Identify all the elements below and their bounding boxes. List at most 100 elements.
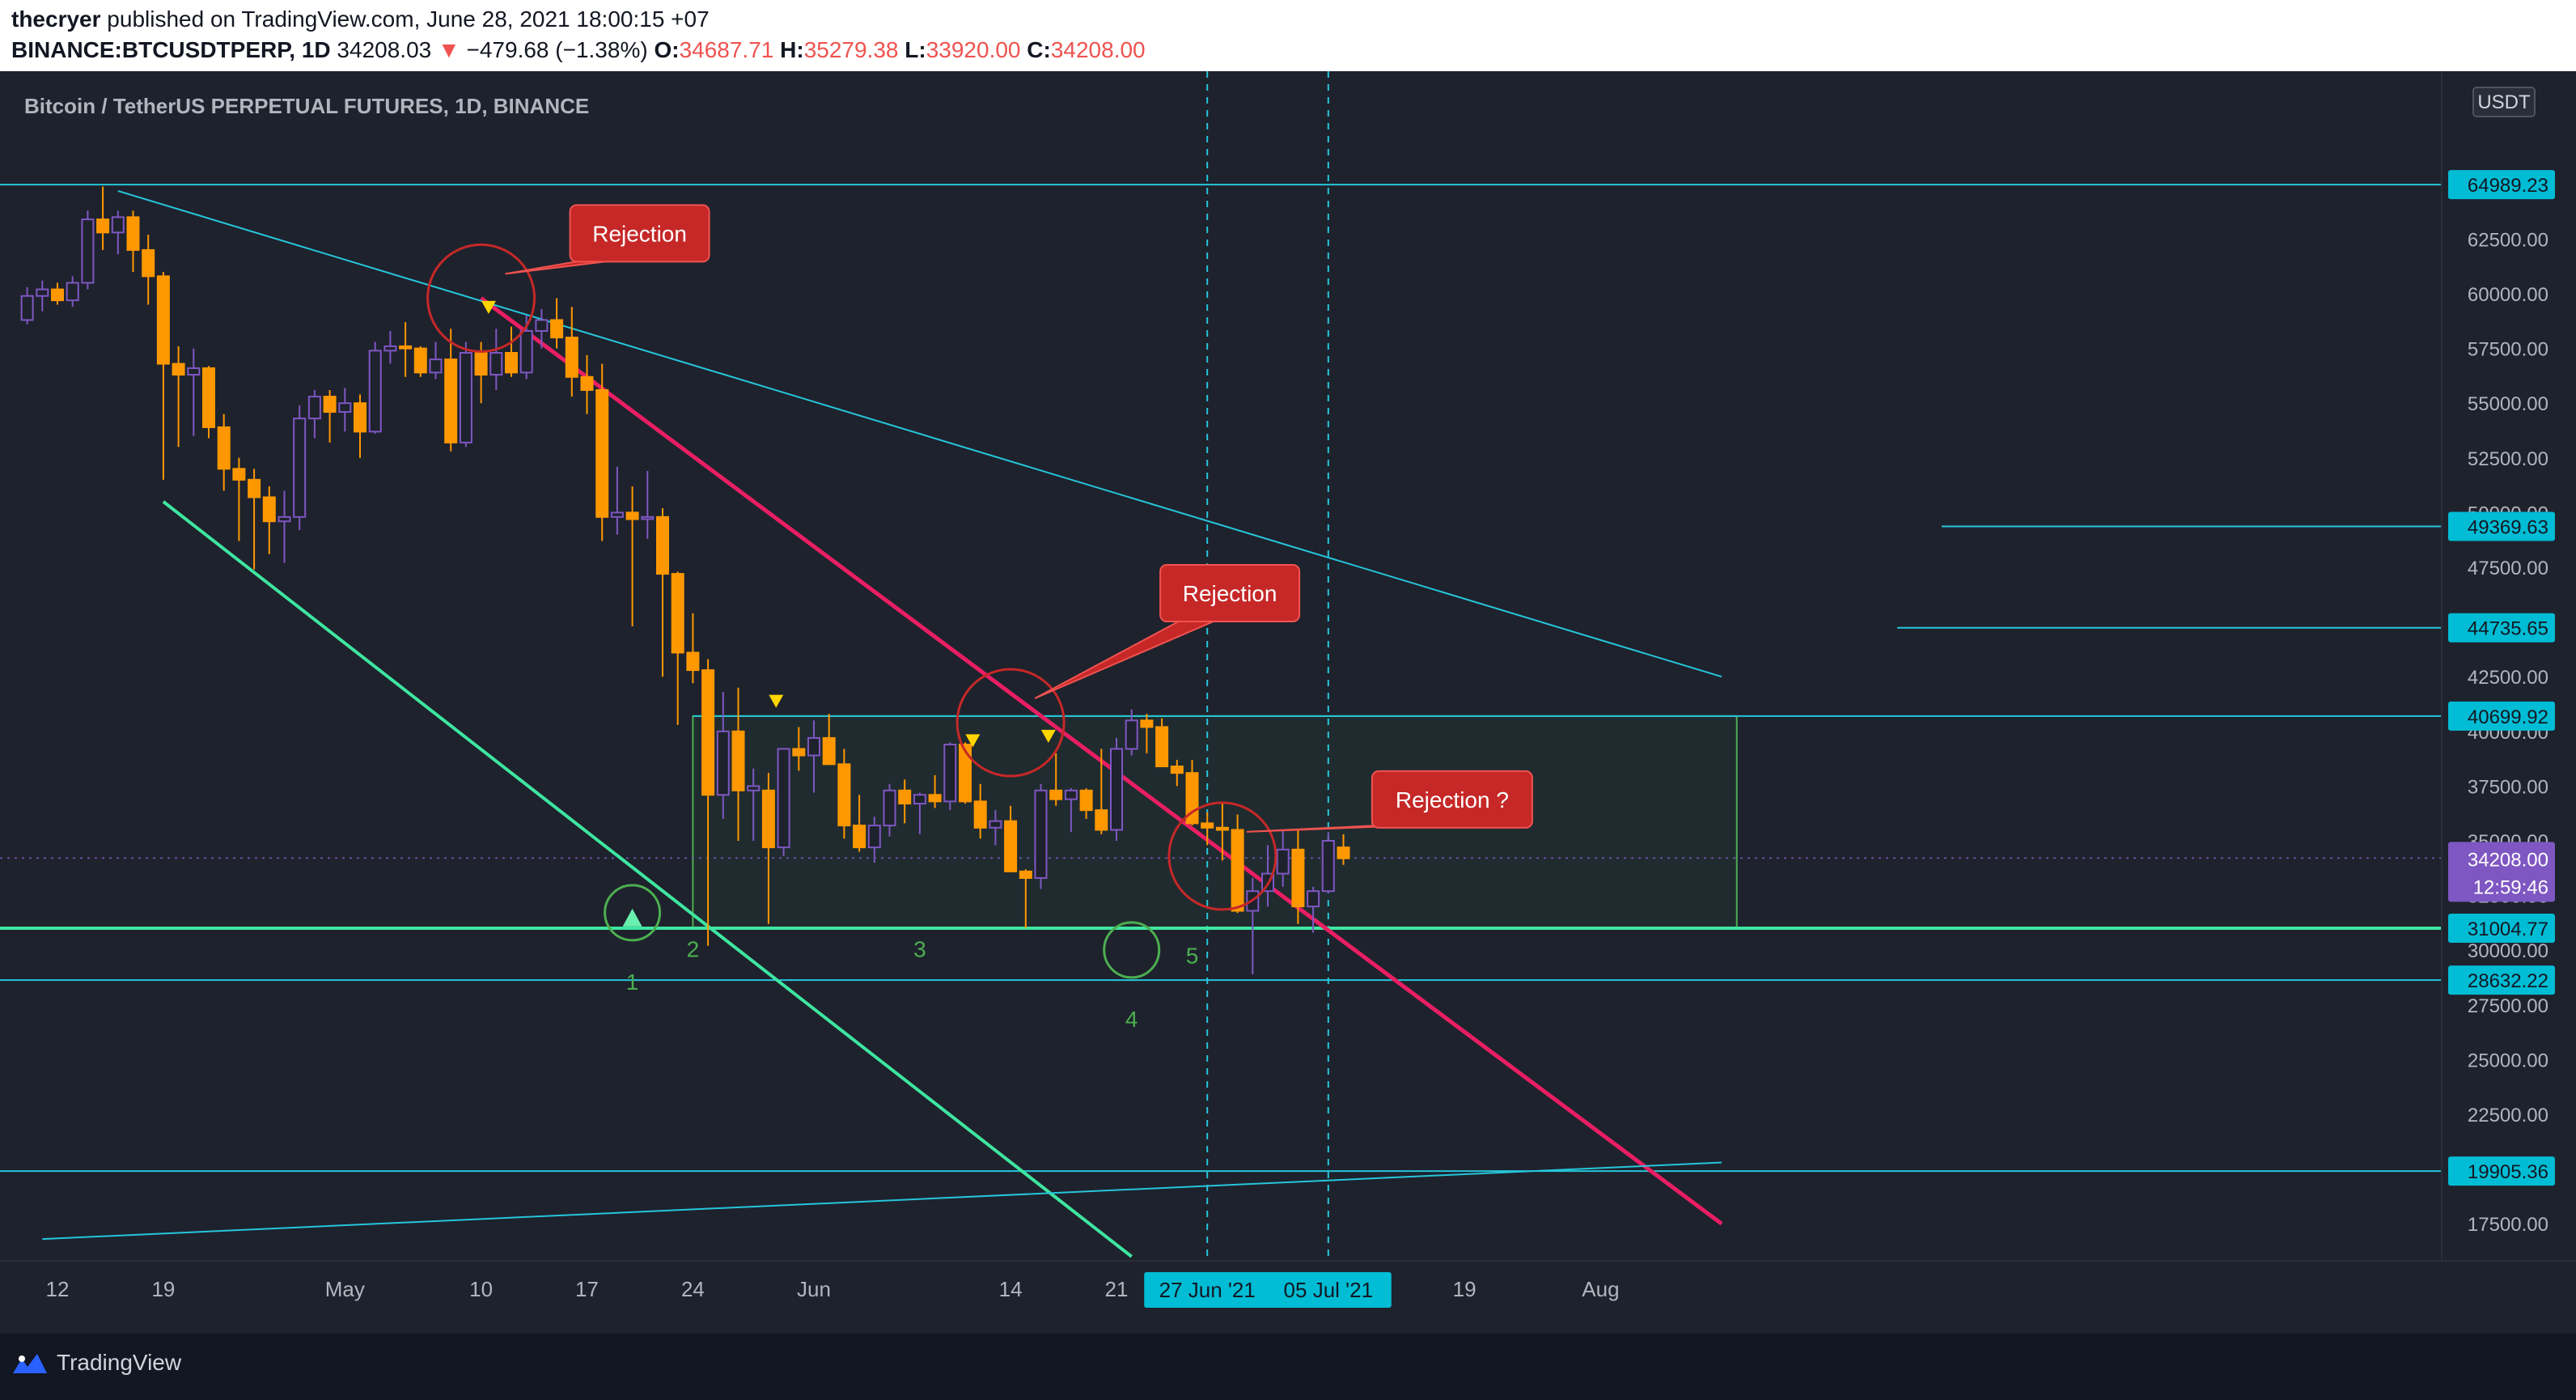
candle[interactable]	[1337, 834, 1350, 865]
candle[interactable]	[1034, 783, 1048, 889]
candle[interactable]	[1110, 737, 1123, 841]
candle[interactable]	[354, 394, 366, 458]
candle[interactable]	[1095, 749, 1108, 834]
tradingview-logo[interactable]: TradingView	[11, 1350, 181, 1376]
candle[interactable]	[459, 342, 472, 448]
candle[interactable]	[51, 282, 64, 305]
candle[interactable]	[898, 779, 912, 824]
price-label-badge[interactable]	[2448, 613, 2555, 643]
candle[interactable]	[837, 749, 851, 839]
candle[interactable]	[519, 316, 533, 380]
candle[interactable]	[1140, 714, 1154, 753]
price-label-badge[interactable]	[2448, 914, 2555, 944]
price-label-badge[interactable]	[2448, 1156, 2555, 1186]
price-axis[interactable]	[2442, 71, 2576, 1261]
candle[interactable]	[248, 469, 261, 570]
last-price-badge[interactable]	[2448, 842, 2555, 902]
candle[interactable]	[278, 490, 291, 563]
author-name[interactable]: thecryer	[11, 6, 101, 32]
candle[interactable]	[399, 322, 413, 377]
candle[interactable]	[383, 330, 397, 364]
candle[interactable]	[550, 298, 564, 349]
candle[interactable]	[1064, 788, 1078, 833]
candle[interactable]	[671, 571, 684, 725]
candle[interactable]	[81, 210, 95, 290]
candle[interactable]	[807, 720, 820, 793]
candle[interactable]	[1307, 886, 1320, 933]
rejection-circle[interactable]	[955, 668, 1066, 778]
candle[interactable]	[731, 687, 745, 841]
candle[interactable]	[293, 405, 307, 531]
range-box[interactable]	[692, 715, 1738, 930]
candle[interactable]	[883, 783, 896, 837]
candle[interactable]	[913, 792, 926, 834]
candle[interactable]	[505, 326, 518, 377]
callout-box[interactable]	[569, 204, 710, 263]
candle[interactable]	[943, 742, 957, 811]
candle[interactable]	[232, 457, 246, 541]
candle[interactable]	[747, 768, 761, 841]
candle[interactable]	[111, 210, 125, 255]
candle[interactable]	[1276, 829, 1290, 887]
candle[interactable]	[1231, 814, 1244, 914]
candle[interactable]	[1004, 805, 1018, 872]
candle[interactable]	[323, 389, 337, 443]
price-label-badge[interactable]	[2448, 170, 2555, 200]
candle[interactable]	[625, 486, 639, 627]
candle[interactable]	[989, 810, 1002, 846]
candle[interactable]	[535, 308, 549, 349]
candle[interactable]	[262, 486, 276, 554]
candle[interactable]	[1215, 804, 1229, 861]
candle[interactable]	[156, 271, 170, 480]
candle[interactable]	[429, 342, 443, 380]
callout-box[interactable]	[1159, 563, 1301, 622]
candle[interactable]	[1019, 869, 1032, 929]
candle[interactable]	[1201, 812, 1214, 846]
candle[interactable]	[777, 748, 790, 856]
candle[interactable]	[96, 186, 110, 250]
candle[interactable]	[307, 389, 321, 439]
candle[interactable]	[413, 346, 427, 377]
candle[interactable]	[489, 329, 503, 390]
candle[interactable]	[792, 727, 806, 771]
candle[interactable]	[686, 613, 700, 684]
candle[interactable]	[444, 329, 458, 452]
rejection-circle[interactable]	[1167, 801, 1277, 911]
date-highlight-badge[interactable]	[1265, 1272, 1392, 1308]
candle[interactable]	[656, 507, 669, 677]
candle[interactable]	[172, 346, 185, 448]
candle[interactable]	[565, 307, 578, 397]
currency-badge[interactable]	[2472, 87, 2536, 117]
price-label-badge[interactable]	[2448, 511, 2555, 541]
candle[interactable]	[1155, 718, 1169, 768]
candle[interactable]	[1079, 788, 1093, 819]
candle[interactable]	[20, 286, 34, 325]
candle[interactable]	[368, 342, 382, 435]
candle[interactable]	[716, 692, 730, 819]
candle[interactable]	[1321, 832, 1335, 893]
candle[interactable]	[595, 363, 609, 541]
price-label-badge[interactable]	[2448, 965, 2555, 995]
candle[interactable]	[761, 773, 775, 924]
trendline-cyan-descending[interactable]	[117, 189, 1722, 678]
candle[interactable]	[338, 388, 352, 432]
candle[interactable]	[1049, 753, 1063, 806]
candle[interactable]	[66, 276, 79, 308]
candle[interactable]	[973, 783, 987, 839]
candle[interactable]	[641, 471, 655, 539]
candle[interactable]	[853, 795, 866, 852]
candle[interactable]	[474, 342, 488, 404]
trendline-cyan-ascending[interactable]	[42, 1161, 1722, 1241]
candle[interactable]	[928, 774, 942, 808]
candle[interactable]	[202, 366, 215, 439]
callout-box[interactable]	[1371, 770, 1533, 829]
candle[interactable]	[701, 659, 715, 946]
candle[interactable]	[36, 280, 49, 312]
price-label-badge[interactable]	[2448, 701, 2555, 731]
candle[interactable]	[867, 817, 881, 863]
trendline-green-descending[interactable]	[162, 500, 1133, 1258]
candle[interactable]	[187, 348, 201, 436]
candle[interactable]	[217, 414, 231, 491]
